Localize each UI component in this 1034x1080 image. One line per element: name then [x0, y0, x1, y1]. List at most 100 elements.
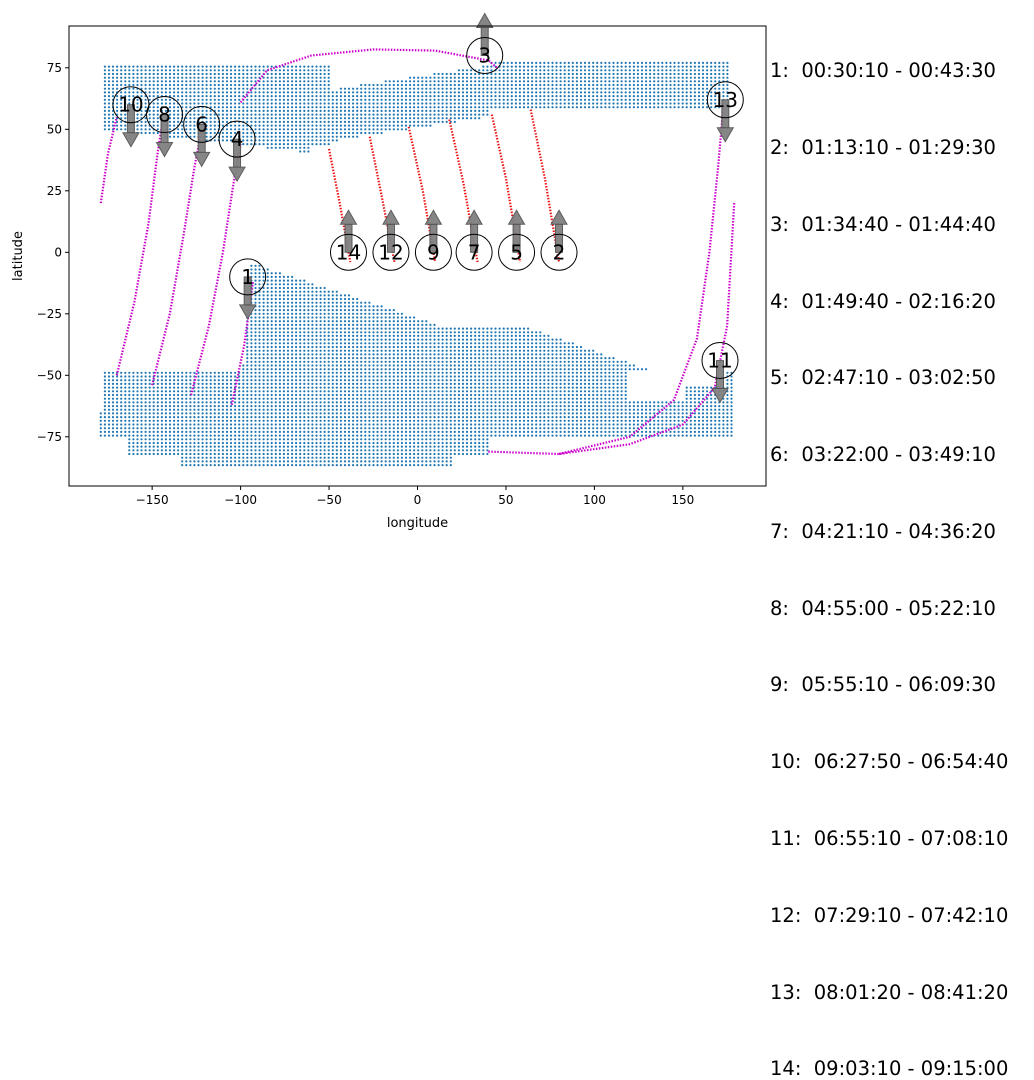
coverage-point	[518, 360, 522, 363]
coverage-point	[535, 334, 538, 337]
coverage-point	[266, 268, 269, 271]
coverage-point	[299, 419, 302, 422]
coverage-point	[270, 327, 273, 330]
coverage-point	[299, 441, 302, 445]
coverage-point	[136, 371, 139, 374]
coverage-point	[522, 368, 526, 371]
coverage-point	[303, 338, 306, 341]
coverage-point	[413, 334, 416, 337]
coverage-point	[315, 312, 318, 315]
coverage-point	[120, 124, 123, 127]
coverage-point	[474, 338, 477, 341]
coverage-point	[116, 128, 119, 131]
coverage-point	[286, 405, 290, 408]
coverage-point	[250, 320, 253, 323]
coverage-point	[527, 408, 530, 411]
coverage-point	[616, 419, 619, 422]
coverage-point	[258, 423, 261, 426]
coverage-point	[225, 434, 229, 437]
coverage-point	[376, 316, 379, 319]
coverage-point	[498, 430, 501, 433]
coverage-point	[388, 412, 391, 415]
coverage-point	[258, 275, 261, 278]
coverage-point	[384, 331, 387, 334]
coverage-point	[364, 382, 367, 385]
coverage-point	[409, 323, 412, 326]
coverage-point	[645, 368, 648, 371]
coverage-point	[624, 419, 627, 422]
coverage-point	[254, 297, 257, 301]
coverage-point	[437, 371, 440, 374]
coverage-point	[571, 405, 574, 408]
coverage-point	[234, 379, 237, 382]
coverage-point	[478, 423, 481, 426]
coverage-point	[282, 301, 285, 304]
coverage-point	[303, 334, 306, 337]
coverage-point	[189, 452, 192, 456]
coverage-point	[352, 379, 355, 382]
coverage-point	[555, 360, 558, 363]
coverage-point	[343, 405, 347, 408]
coverage-point	[409, 408, 412, 411]
coverage-point	[295, 382, 298, 385]
coverage-point	[547, 368, 550, 371]
coverage-point	[234, 412, 237, 415]
coverage-point	[209, 460, 212, 463]
coverage-point	[339, 360, 342, 363]
coverage-point	[457, 438, 460, 441]
coverage-point	[465, 327, 469, 330]
coverage-point	[347, 423, 351, 426]
coverage-point	[604, 371, 607, 374]
coverage-point	[229, 449, 233, 452]
coverage-point	[266, 393, 269, 397]
coverage-point	[254, 419, 257, 422]
coverage-point	[665, 408, 668, 411]
coverage-point	[368, 464, 371, 467]
coverage-point	[331, 430, 334, 433]
coverage-point	[392, 368, 395, 371]
coverage-point	[148, 438, 151, 441]
coverage-point	[238, 393, 241, 397]
coverage-point	[258, 320, 261, 323]
coverage-point	[486, 342, 489, 345]
coverage-point	[697, 397, 701, 400]
coverage-point	[575, 423, 579, 426]
coverage-point	[303, 375, 306, 378]
coverage-point	[421, 379, 424, 382]
coverage-point	[201, 390, 204, 393]
coverage-point	[148, 430, 151, 433]
coverage-point	[429, 375, 432, 378]
coverage-point	[291, 349, 294, 352]
coverage-point	[339, 309, 342, 312]
coverage-point	[185, 401, 188, 404]
coverage-point	[425, 464, 428, 467]
coverage-point	[474, 345, 477, 349]
coverage-point	[457, 368, 460, 371]
coverage-point	[201, 379, 204, 382]
coverage-point	[311, 135, 314, 138]
coverage-point	[258, 408, 261, 411]
coverage-point	[730, 423, 733, 426]
coverage-point	[205, 390, 208, 393]
coverage-point	[291, 382, 294, 385]
coverage-point	[445, 416, 448, 419]
coverage-point	[421, 382, 424, 385]
coverage-point	[262, 452, 265, 456]
coverage-point	[579, 386, 583, 389]
coverage-point	[470, 445, 473, 448]
coverage-point	[315, 368, 318, 371]
coverage-point	[339, 456, 342, 459]
coverage-point	[470, 393, 473, 397]
coverage-point	[449, 327, 452, 330]
coverage-point	[502, 345, 505, 349]
coverage-point	[539, 349, 542, 352]
coverage-point	[266, 297, 269, 301]
coverage-point	[380, 452, 383, 456]
coverage-point	[551, 434, 554, 437]
coverage-point	[238, 464, 241, 467]
coverage-point	[510, 390, 513, 393]
coverage-point	[360, 464, 363, 467]
coverage-point	[315, 316, 318, 319]
coverage-point	[506, 412, 509, 415]
coverage-point	[535, 338, 538, 341]
